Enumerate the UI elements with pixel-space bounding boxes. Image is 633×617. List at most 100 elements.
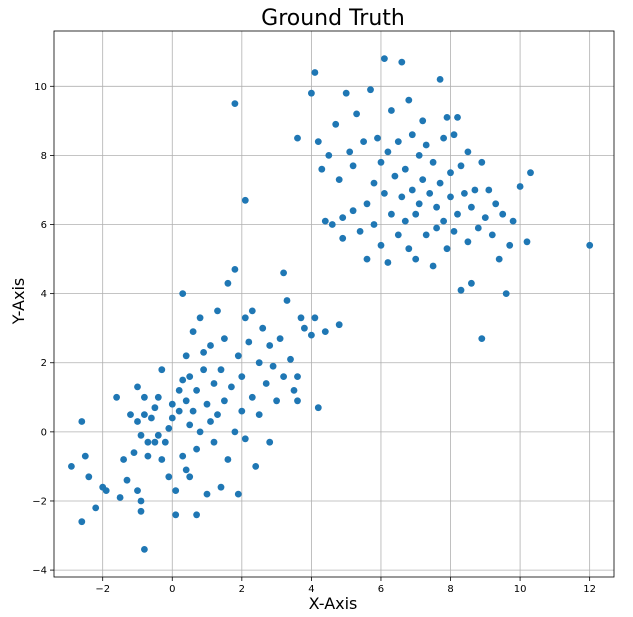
data-point (137, 497, 145, 505)
data-point (78, 518, 86, 526)
data-point (210, 438, 218, 446)
data-point (363, 200, 371, 208)
data-point (353, 110, 360, 118)
data-point (207, 342, 214, 349)
data-point (134, 383, 141, 391)
data-point (311, 314, 319, 322)
data-point (339, 214, 347, 222)
data-point (506, 241, 514, 249)
data-point (374, 134, 381, 142)
data-point (276, 335, 284, 342)
x-tick-label: 2 (239, 584, 245, 595)
y-axis-ticks: −4 −2 0 2 4 6 8 10 (32, 82, 54, 577)
data-point (457, 162, 465, 170)
data-point (422, 231, 430, 239)
data-point (123, 476, 131, 484)
data-point (168, 414, 176, 422)
data-point (241, 196, 249, 204)
data-point (492, 200, 500, 208)
data-point (356, 228, 364, 235)
data-point (426, 190, 434, 197)
data-point (234, 490, 242, 498)
data-point (172, 487, 180, 494)
data-point (415, 152, 423, 159)
data-point (207, 418, 214, 425)
data-point (186, 473, 194, 481)
data-point (447, 169, 454, 177)
data-point (443, 245, 451, 253)
data-point (398, 58, 406, 66)
data-point (346, 148, 354, 156)
data-point (401, 165, 409, 173)
data-point (221, 335, 228, 342)
data-point (468, 279, 475, 287)
data-point (179, 452, 187, 460)
data-point (314, 404, 322, 412)
data-point (454, 210, 461, 218)
data-point (141, 546, 148, 553)
data-point (342, 89, 350, 97)
data-point (228, 383, 235, 391)
data-point (377, 158, 385, 166)
data-point (137, 431, 145, 439)
data-point (339, 234, 347, 242)
data-point (248, 393, 256, 401)
data-points (68, 55, 594, 553)
data-point (464, 238, 472, 246)
data-point (224, 456, 232, 463)
data-point (419, 176, 427, 184)
x-tick-label: 4 (308, 584, 314, 595)
data-point (314, 138, 322, 146)
data-point (217, 366, 225, 374)
data-point (388, 210, 395, 218)
data-point (495, 255, 503, 263)
data-point (457, 286, 465, 294)
data-point (436, 179, 444, 187)
data-point (440, 217, 447, 225)
data-point (217, 483, 225, 491)
data-point (509, 217, 517, 225)
data-point (116, 494, 124, 501)
data-point (144, 438, 152, 446)
data-point (401, 217, 409, 225)
data-point (266, 438, 274, 446)
data-point (405, 245, 413, 253)
data-point (186, 373, 194, 380)
data-point (231, 266, 239, 273)
data-point (189, 407, 197, 415)
data-point (408, 186, 416, 194)
data-point (412, 210, 420, 218)
data-point (81, 452, 89, 460)
data-point (168, 400, 176, 408)
data-point (221, 397, 228, 405)
data-point (586, 241, 594, 249)
data-point (415, 200, 423, 208)
data-point (280, 269, 287, 277)
y-tick-label: 10 (34, 82, 47, 93)
data-point (130, 449, 138, 456)
data-point (179, 290, 187, 297)
x-tick-label: 12 (583, 584, 596, 595)
data-point (158, 456, 166, 463)
data-point (328, 221, 336, 228)
data-point (450, 131, 458, 139)
data-point (165, 425, 173, 432)
data-point (527, 169, 534, 177)
data-point (78, 418, 86, 425)
data-point (308, 331, 315, 339)
data-point (474, 224, 482, 232)
data-point (210, 380, 218, 387)
data-point (182, 352, 190, 360)
data-point (367, 86, 374, 94)
data-point (262, 380, 270, 387)
y-axis-label: Y-Axis (9, 278, 28, 326)
data-point (127, 411, 134, 418)
data-point (280, 373, 287, 380)
data-point (436, 76, 444, 83)
data-point (196, 314, 204, 322)
data-point (273, 397, 280, 405)
data-point (485, 186, 493, 194)
data-point (154, 431, 162, 439)
data-point (287, 355, 294, 363)
